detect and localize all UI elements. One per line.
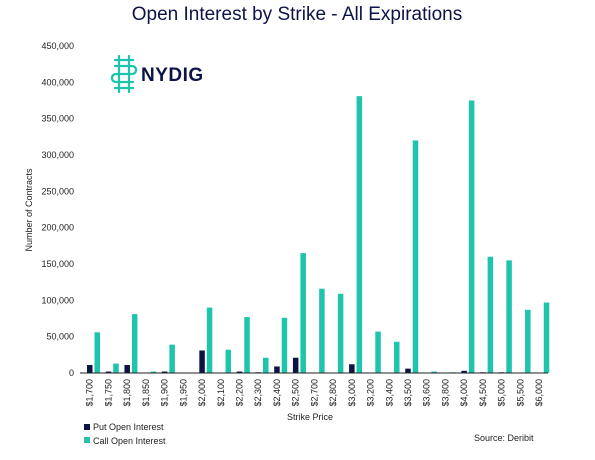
put-bar-2400 <box>274 366 280 373</box>
y-tick-label: 150,000 <box>41 259 74 269</box>
call-bar-3600 <box>431 371 437 373</box>
x-tick-label: $5,000 <box>497 379 507 407</box>
put-bar-1800 <box>124 365 130 373</box>
brand-name: NYDIG <box>141 65 204 86</box>
call-bar-1700 <box>94 332 100 373</box>
x-tick-label: $3,200 <box>366 379 376 407</box>
put-bar-2000 <box>199 350 205 373</box>
call-bar-2100 <box>225 349 232 373</box>
x-tick-label: $1,850 <box>141 379 151 407</box>
bars-group <box>87 96 550 374</box>
call-bar-3500 <box>412 140 419 373</box>
put-bar-1750 <box>105 371 112 373</box>
call-bar-2400 <box>281 317 288 373</box>
x-tick-label: $2,100 <box>216 379 226 407</box>
put-bar-2500 <box>292 357 299 373</box>
call-bar-2800 <box>337 293 344 373</box>
call-bar-3000 <box>356 96 363 373</box>
call-bar-2500 <box>300 253 306 373</box>
x-tick-label: $1,700 <box>85 379 95 407</box>
call-bar-3400 <box>394 341 400 373</box>
x-tick-label: $2,200 <box>234 379 244 407</box>
put-bar-3000 <box>349 364 355 373</box>
call-bar-6000 <box>543 302 550 373</box>
x-tick-label: $2,400 <box>272 379 282 407</box>
call-bar-1750 <box>113 363 119 373</box>
y-axis-label: Number of Contracts <box>24 168 34 252</box>
put-bar-2200 <box>236 371 243 373</box>
x-tick-label: $3,800 <box>440 379 450 407</box>
x-tick-label: $3,500 <box>403 379 413 407</box>
x-tick-label: $2,300 <box>253 379 263 407</box>
y-tick-label: 450,000 <box>41 41 74 51</box>
source-note: Source: Deribit <box>474 433 534 443</box>
x-axis-label: Strike Price <box>287 412 333 422</box>
x-tick-label: $2,700 <box>309 379 319 407</box>
legend: Put Open Interest Call Open Interest <box>84 422 166 446</box>
nydig-logo-icon <box>110 54 138 94</box>
y-tick-label: 100,000 <box>41 295 74 305</box>
legend-label-call: Call Open Interest <box>93 436 166 446</box>
call-bar-3200 <box>375 331 381 373</box>
x-tick-label: $5,500 <box>515 379 525 407</box>
legend-swatch-call <box>84 437 90 443</box>
x-tick-label: $4,000 <box>459 379 469 407</box>
x-tick-label: $1,800 <box>122 379 132 407</box>
y-tick-label: 300,000 <box>41 150 74 160</box>
call-bar-2200 <box>244 317 250 373</box>
put-bar-4000 <box>461 370 467 373</box>
y-tick-label: 400,000 <box>41 77 74 87</box>
y-tick-label: 200,000 <box>41 223 74 233</box>
y-tick-label: 50,000 <box>46 332 74 342</box>
x-tick-label: $1,900 <box>160 379 170 407</box>
call-bar-1850 <box>150 371 157 373</box>
x-tick-label: $2,800 <box>328 379 338 407</box>
x-tick-label: $6,000 <box>534 379 544 407</box>
x-tick-label: $2,000 <box>197 379 207 407</box>
x-tick-label: $3,000 <box>347 379 357 407</box>
x-tick-label: $2,500 <box>291 379 301 407</box>
call-bar-1900 <box>169 344 175 373</box>
y-tick-label: 0 <box>69 368 74 378</box>
y-tick-label: 250,000 <box>41 186 74 196</box>
x-tick-label: $4,500 <box>478 379 488 407</box>
y-axis: 0 50,000 100,000 150,000 200,000 250,000 300,0… <box>41 41 74 378</box>
x-tick-label: $3,600 <box>422 379 432 407</box>
put-bar-1900 <box>161 371 168 373</box>
call-bar-5000 <box>506 260 512 373</box>
call-bar-2300 <box>262 357 269 373</box>
call-bar-2000 <box>206 307 213 373</box>
x-tick-label: $1,750 <box>103 379 113 407</box>
legend-swatch-put <box>84 424 90 430</box>
call-bar-5500 <box>525 309 531 373</box>
nydig-logo: NYDIG <box>110 54 204 94</box>
legend-label-put: Put Open Interest <box>93 422 164 432</box>
chart-title: Open Interest by Strike - All Expiration… <box>132 4 463 25</box>
call-bar-1800 <box>131 314 138 373</box>
put-bar-1700 <box>87 365 93 373</box>
call-bar-2700 <box>319 288 325 373</box>
call-bar-4000 <box>468 100 475 373</box>
x-tick-label: $1,950 <box>178 379 188 407</box>
y-tick-label: 350,000 <box>41 114 74 124</box>
x-tick-label: $3,400 <box>384 379 394 407</box>
put-bar-3500 <box>405 368 411 373</box>
x-axis: $1,700 $1,750 $1,800 $1,850 $1,900 $1,950 $2,0… <box>80 372 548 407</box>
call-bar-4500 <box>487 256 494 373</box>
